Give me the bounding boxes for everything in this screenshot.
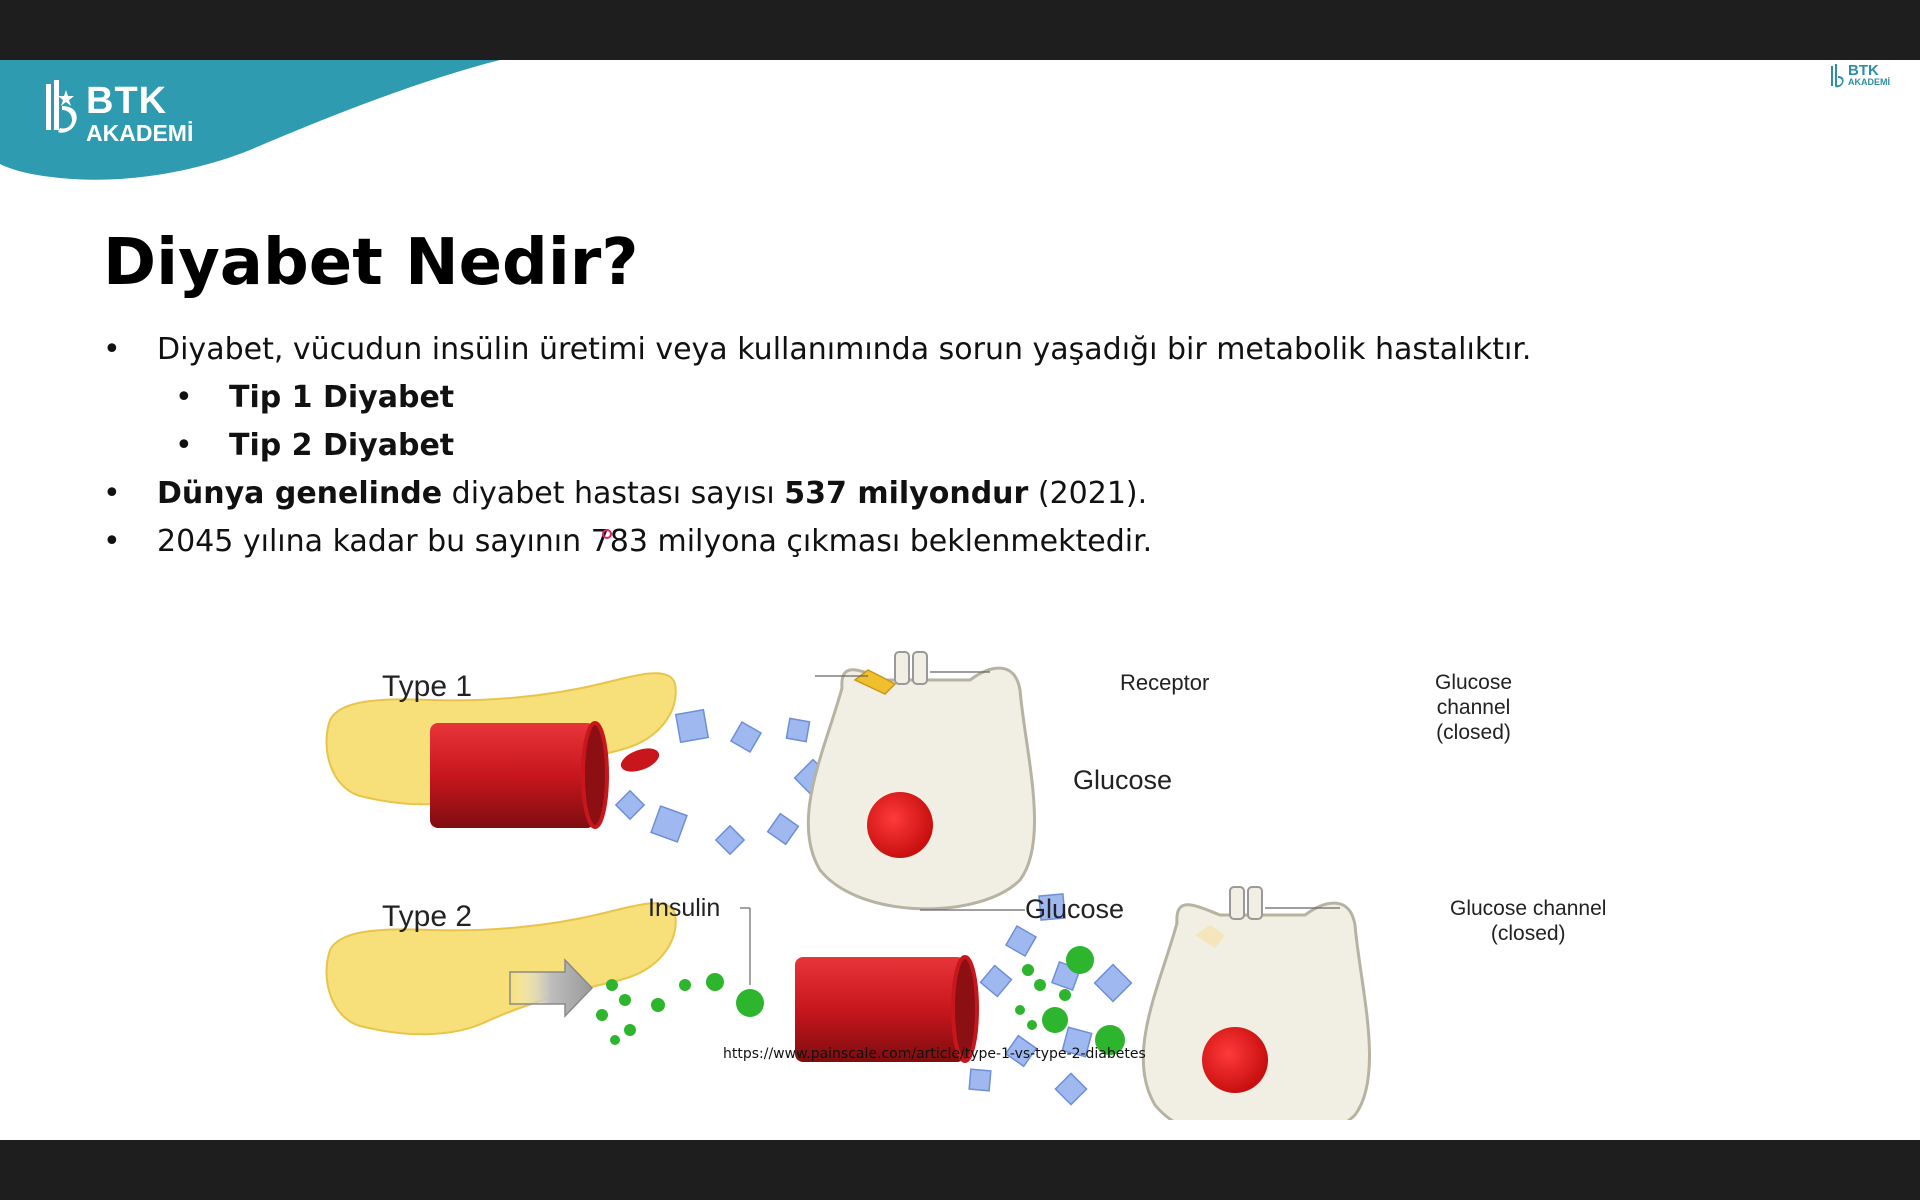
diagram-illustration <box>325 651 1371 1120</box>
bullet-marker: • <box>103 524 121 559</box>
type1-label: Type 1 <box>382 670 473 703</box>
bullet-marker: • <box>103 476 121 511</box>
glucose-channel-top-label: Glucose channel (closed) <box>1435 670 1512 745</box>
glucose-label-bottom: Glucose <box>1025 894 1125 924</box>
bullet-text: Tip 1 Diyabet <box>229 380 455 415</box>
small-logo-btk-text: BTK <box>1848 62 1879 79</box>
cell-type1 <box>806 666 1036 911</box>
bullet-marker: • <box>175 428 193 463</box>
small-logo-akademi-text: AKADEMİ <box>1848 77 1890 87</box>
receptor-label: Receptor <box>1120 670 1210 695</box>
logo-akademi-text: AKADEMİ <box>86 120 194 146</box>
plain-text: (2021). <box>1028 476 1148 511</box>
label-line: (closed) <box>1490 922 1566 945</box>
logo-wave-banner <box>0 60 500 180</box>
bullet-text: 2045 yılına kadar bu sayının 783 milyona… <box>157 524 1153 559</box>
source-url-text: https://www.painscale.com/article/type-1… <box>723 1046 1146 1062</box>
bullet-text: Tip 2 Diyabet <box>229 428 455 463</box>
presentation-slide: BTK AKADEMİ BTK AKADEMİ Diyabet Nedir? •… <box>0 60 1920 1140</box>
label-line: (closed) <box>1436 721 1511 744</box>
insulin-molecules <box>596 973 764 1045</box>
label-line: Glucose channel <box>1450 897 1607 920</box>
bullet-text: Dünya genelinde diyabet hastası sayısı 5… <box>157 472 1147 516</box>
type2-label: Type 2 <box>382 900 473 933</box>
insulin-label: Insulin <box>648 894 721 922</box>
top-letterbox-bar <box>0 0 1920 60</box>
diabetes-type-diagram: Type 1 Type 2 Receptor Glucose Glucose I… <box>320 600 1620 1120</box>
receptor-icon <box>1195 925 1225 948</box>
glucose-molecules-bottom <box>968 893 1133 1106</box>
bullet-marker: • <box>175 380 193 415</box>
glucose-molecules-top <box>614 708 833 856</box>
glucose-channel-bottom-label: Glucose channel (closed) <box>1450 896 1606 946</box>
laser-pointer-cursor <box>602 529 612 539</box>
btk-akademi-small-logo: BTK AKADEMİ <box>1830 62 1910 92</box>
bold-text: 537 milyondur <box>784 476 1029 511</box>
bold-text: Dünya genelinde <box>157 476 443 511</box>
blood-vessel-type2 <box>795 957 965 1062</box>
pancreas-type2 <box>325 902 677 1036</box>
bullet-text: Diyabet, vücudun insülin üretimi veya ku… <box>157 332 1532 367</box>
label-line: channel <box>1436 696 1511 719</box>
label-line: Glucose <box>1435 671 1513 694</box>
logo-mark-icon <box>46 80 77 133</box>
btk-akademi-logo: BTK AKADEMİ <box>44 78 214 146</box>
bottom-letterbox-bar <box>0 1140 1920 1200</box>
bullet-marker: • <box>103 332 121 367</box>
logo-btk-text: BTK <box>86 80 168 122</box>
blood-vessel-type1 <box>430 723 595 828</box>
arrow-icon <box>509 958 594 1018</box>
glucose-label-top: Glucose <box>1073 765 1173 795</box>
plain-text: diyabet hastası sayısı <box>442 476 785 511</box>
slide-title: Diyabet Nedir? <box>103 226 639 300</box>
small-logo-mark-icon <box>1831 64 1844 88</box>
insulin-molecules-near-cell <box>1015 946 1125 1055</box>
cell-type2 <box>1141 901 1371 1120</box>
